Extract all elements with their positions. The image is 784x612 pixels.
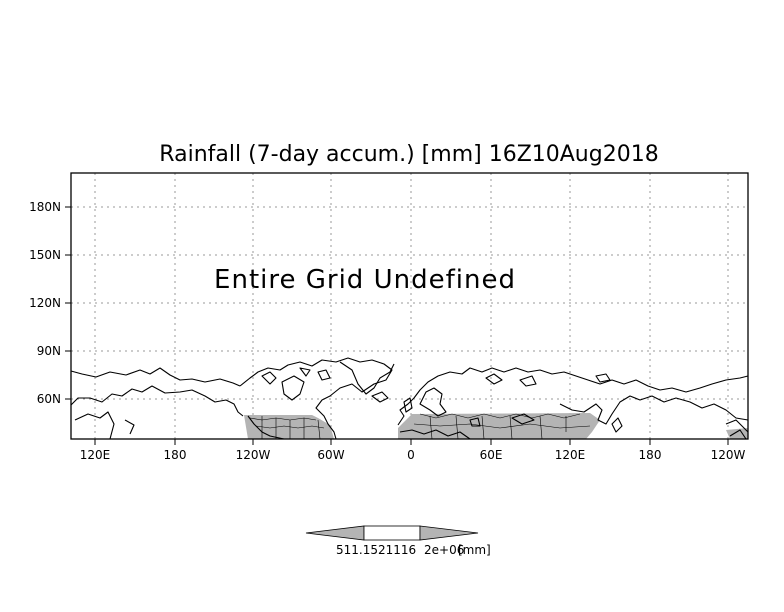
coast-scandinavia <box>419 387 447 417</box>
x-tick-label: 120E <box>555 448 586 462</box>
colorbar-center-box <box>363 525 421 541</box>
y-axis-ticks <box>65 206 71 400</box>
x-tick-label: 120E <box>80 448 111 462</box>
y-axis-labels: 180N 150N 120N 90N 60N <box>29 200 61 406</box>
coast-far-east-right <box>725 419 749 440</box>
map-frame <box>70 172 749 440</box>
coast-hudson <box>281 375 305 401</box>
colorbar-label-max: 2e+06 <box>424 543 464 557</box>
coast-arctic-islands <box>261 367 331 385</box>
coast-europe <box>397 367 749 426</box>
coast-bering <box>70 385 244 417</box>
x-tick-label: 120W <box>711 448 746 462</box>
y-tick-label: 180N <box>29 200 61 214</box>
map-title: Rainfall (7-day accum.) [mm] 16Z10Aug201… <box>159 142 658 167</box>
x-axis-labels: 120E 180 120W 60W 0 60E 120E 180 120W <box>80 448 746 462</box>
shaded-region-eurasia <box>398 413 600 439</box>
graticule <box>71 173 748 439</box>
x-tick-label: 180 <box>164 448 187 462</box>
y-tick-label: 120N <box>29 296 61 310</box>
coast-asia-left <box>70 367 241 387</box>
coast-asia-east <box>559 395 749 425</box>
colorbar-unit: [mm] <box>458 543 491 557</box>
y-tick-label: 60N <box>37 392 61 406</box>
y-tick-label: 90N <box>37 344 61 358</box>
coast-japan <box>611 417 623 433</box>
political-borders <box>249 413 591 440</box>
coastlines <box>70 357 749 440</box>
map-panel: 180N 150N 120N 90N 60N 120E 180 120W 60W… <box>29 172 749 462</box>
x-axis-ticks <box>94 439 729 445</box>
undefined-shading <box>244 413 748 439</box>
coast-uk <box>403 397 413 413</box>
map-background <box>71 173 748 439</box>
colorbar-label-min: 511.1521116 <box>336 543 416 557</box>
x-tick-label: 0 <box>407 448 415 462</box>
coast-arctic-archipelago <box>485 373 611 387</box>
coast-north-america <box>239 357 393 440</box>
colorbar-right-arrow <box>419 525 479 541</box>
coast-mediterranean <box>399 429 471 440</box>
colorbar: 511.1521116 2e+06 [mm] <box>305 525 491 557</box>
coast-iceland <box>371 391 389 403</box>
coast-pacific-islands <box>74 411 135 440</box>
x-tick-label: 120W <box>236 448 271 462</box>
shaded-region-far-east <box>726 428 748 439</box>
colorbar-left-arrow <box>305 525 365 541</box>
x-tick-label: 180 <box>639 448 662 462</box>
coast-greenland <box>339 361 395 395</box>
undefined-grid-message: Entire Grid Undefined <box>214 265 516 295</box>
x-tick-label: 60W <box>317 448 344 462</box>
y-tick-label: 150N <box>29 248 61 262</box>
x-tick-label: 60E <box>480 448 503 462</box>
